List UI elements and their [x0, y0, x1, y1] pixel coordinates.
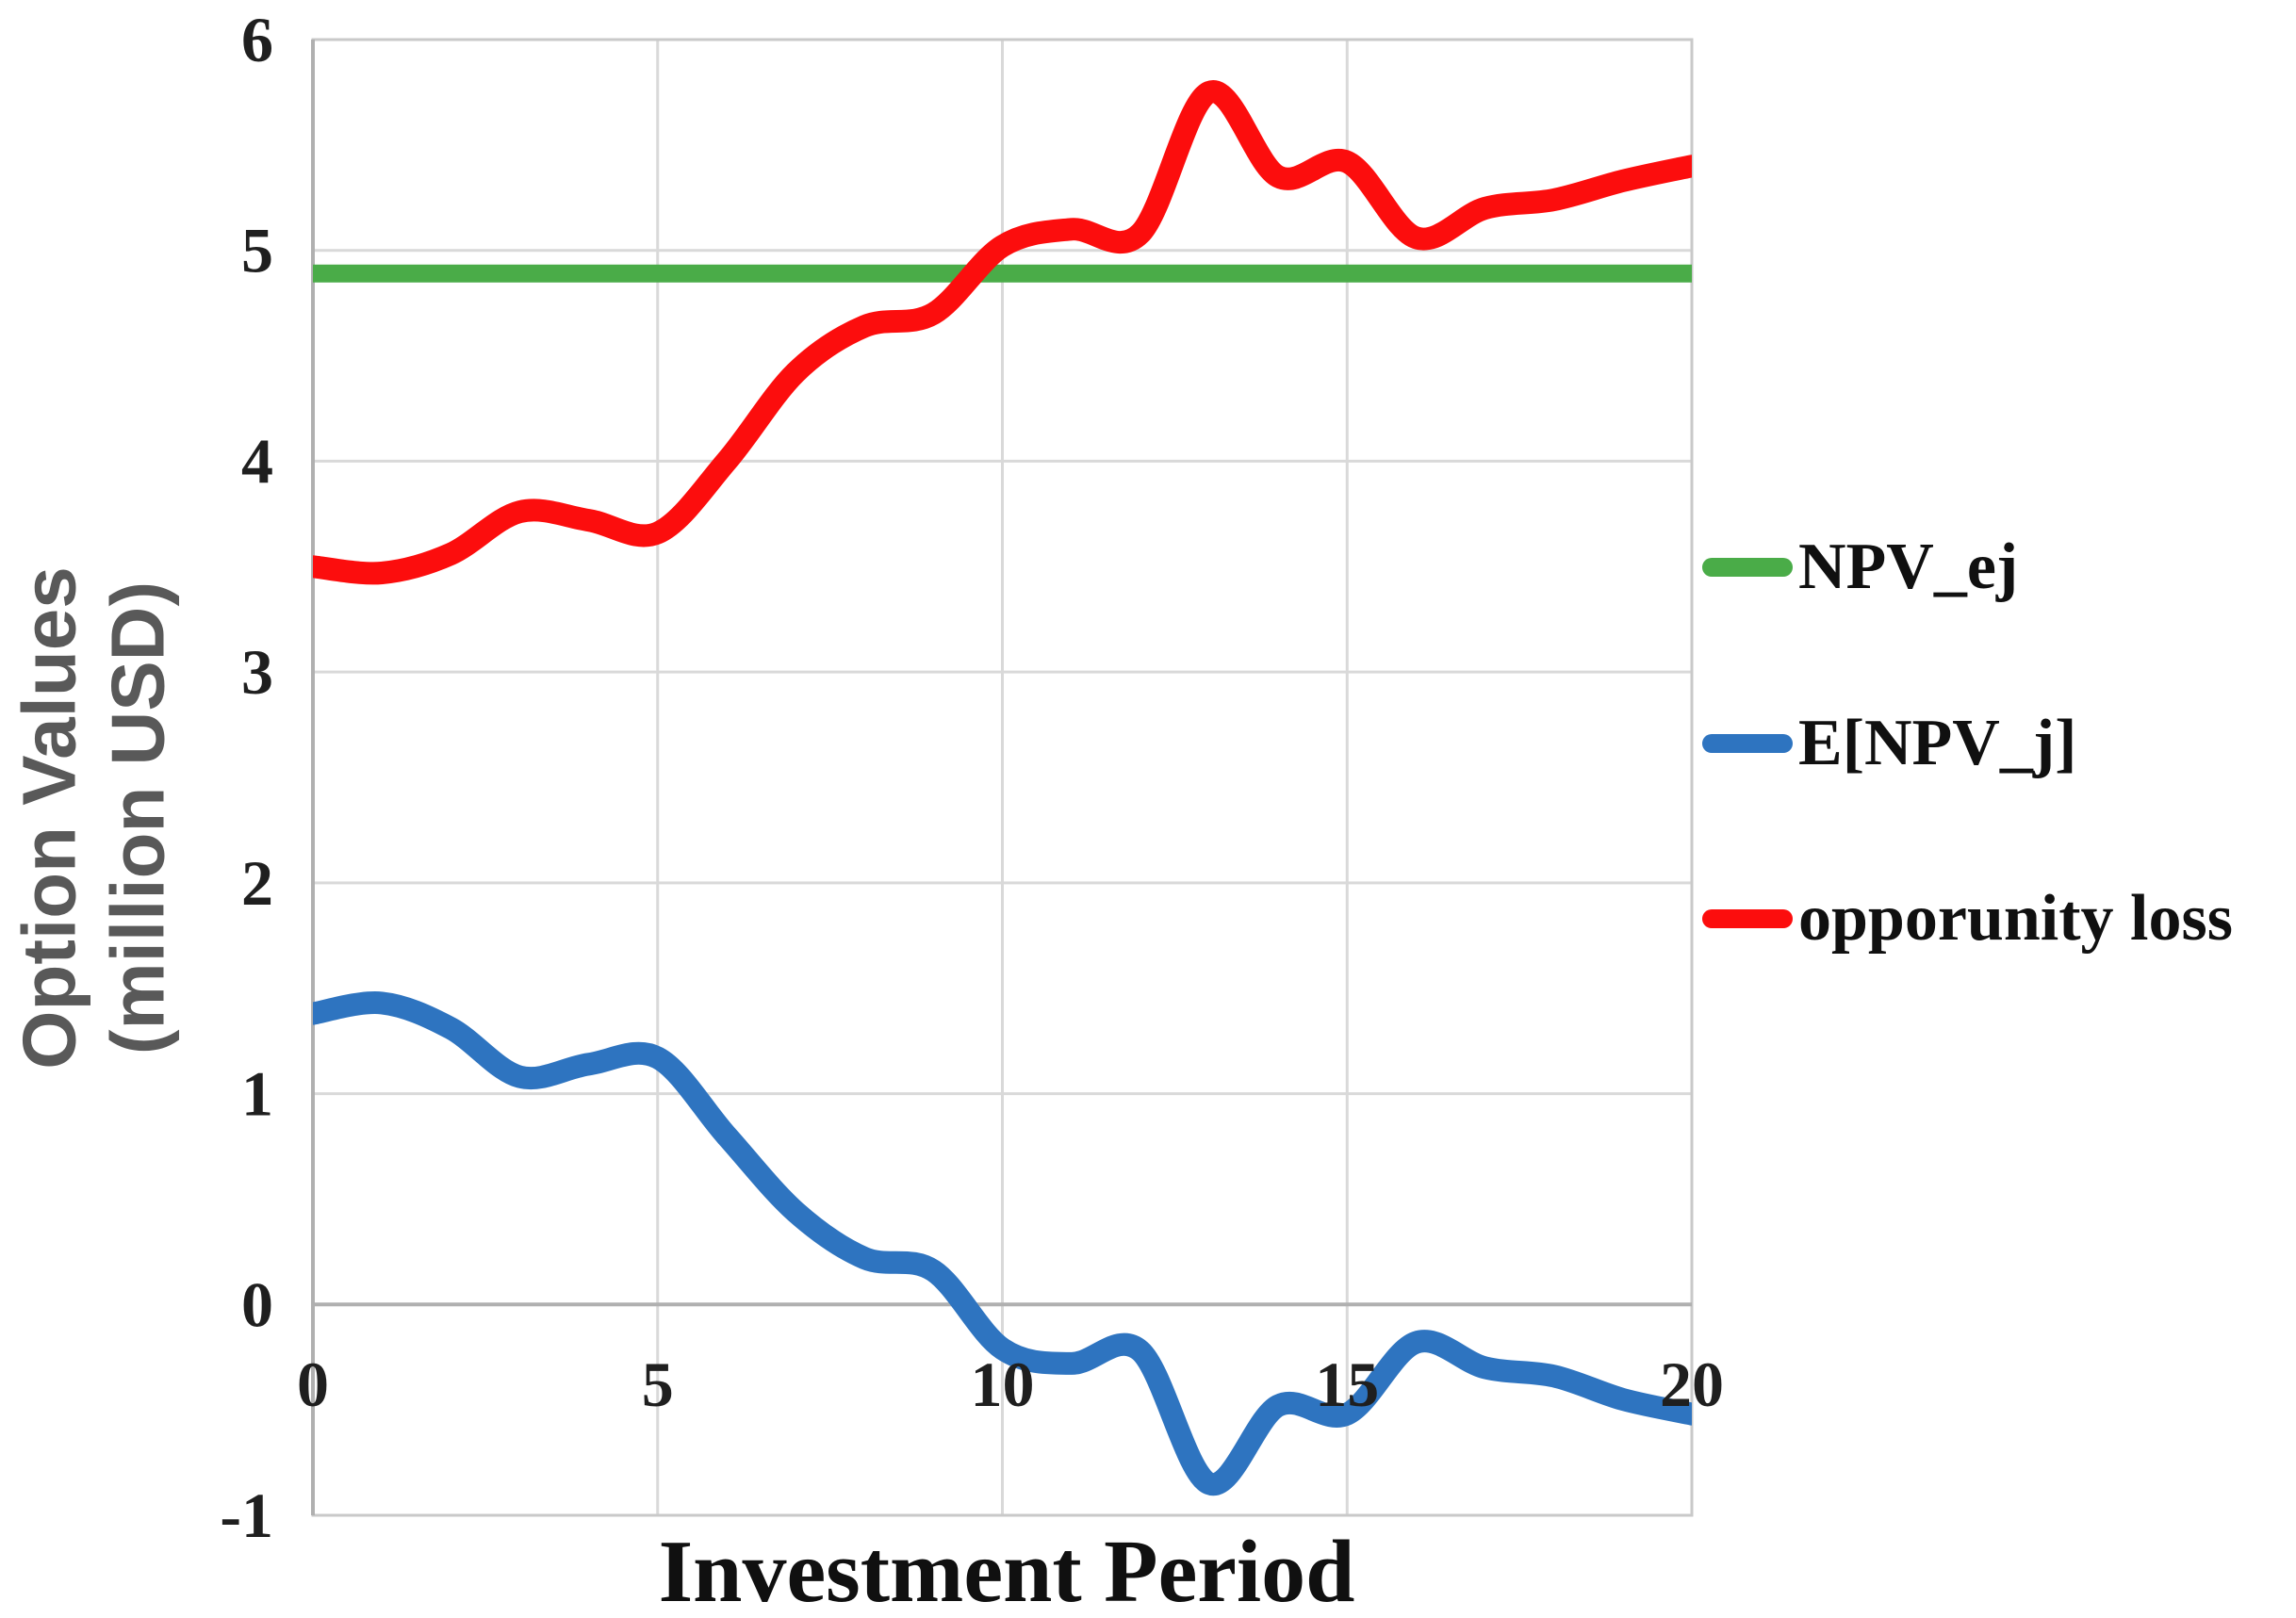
- series-line-1: [313, 991, 1692, 1495]
- y-tick-label: 2: [241, 847, 273, 919]
- series-line-2: [313, 80, 1692, 585]
- y-tick-label: 1: [241, 1058, 273, 1130]
- y-axis-title-line2: (million USD): [96, 580, 180, 1055]
- x-tick-label: 5: [642, 1348, 674, 1420]
- x-tick-label: 0: [297, 1348, 329, 1420]
- x-tick-label: 15: [1315, 1348, 1379, 1420]
- y-tick-label: 3: [241, 636, 273, 708]
- y-axis-title-line1: Option Values: [7, 566, 91, 1070]
- y-tick-label: -1: [220, 1479, 273, 1551]
- x-tick-label: 10: [971, 1348, 1035, 1420]
- x-tick-label: 20: [1660, 1348, 1724, 1420]
- y-axis-title: Option Values (million USD): [6, 566, 184, 1069]
- y-tick-label: 6: [241, 4, 273, 75]
- x-axis-title: Investment Period: [658, 1523, 1355, 1618]
- y-tick-label: 0: [241, 1268, 273, 1340]
- y-tick-label: 4: [241, 425, 273, 497]
- y-tick-label: 5: [241, 215, 273, 286]
